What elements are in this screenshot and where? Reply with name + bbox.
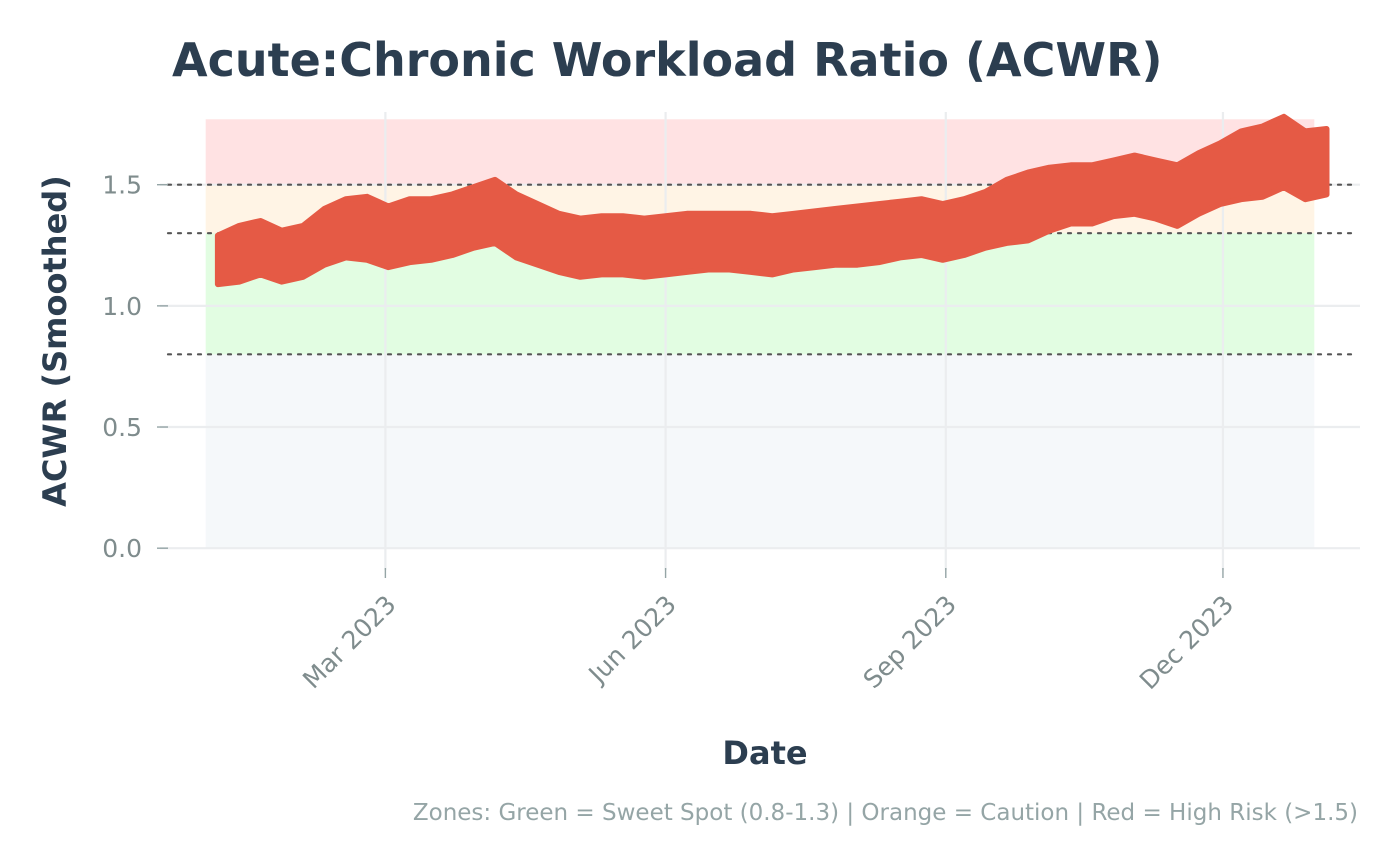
x-tick-label-0: Mar 2023 (297, 590, 401, 694)
y-axis-title: ACWR (Smoothed) (36, 175, 74, 507)
grid-layer (160, 112, 1360, 570)
x-tick-label-1: Jun 2023 (582, 590, 682, 690)
y-tick-label-2: 1.0 (102, 292, 142, 321)
x-tick-label-3: Dec 2023 (1134, 590, 1239, 695)
x-tick-label-2: Sep 2023 (858, 590, 962, 694)
y-tick-label-1: 0.5 (102, 413, 142, 442)
y-tick-label-3: 1.5 (102, 171, 142, 200)
y-tick-label-0: 0.0 (102, 534, 142, 563)
x-axis-title: Date (722, 734, 807, 772)
chart-title: Acute:Chronic Workload Ratio (ACWR) (172, 33, 1163, 87)
zone-low (205, 354, 1315, 549)
zones-layer (205, 119, 1315, 549)
band-layer (214, 113, 1330, 288)
acwr-band-0 (214, 113, 1330, 288)
chart-caption: Zones: Green = Sweet Spot (0.8-1.3) | Or… (413, 800, 1358, 826)
